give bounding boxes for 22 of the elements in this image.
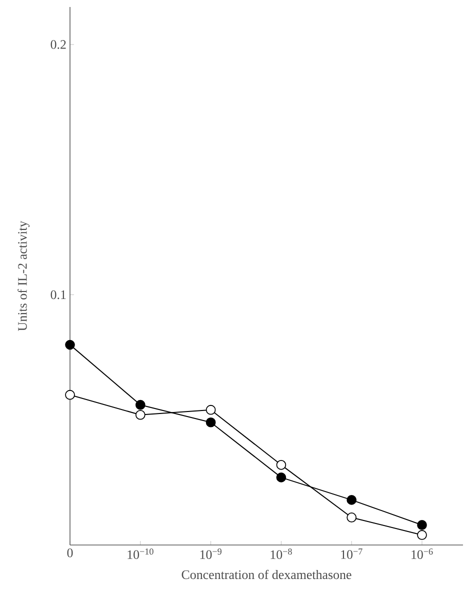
- x-tick-label: 10$^{−10}$: [128, 548, 154, 560]
- x-tick-label: 0: [67, 548, 73, 558]
- point: [417, 520, 427, 530]
- point: [65, 340, 75, 350]
- point: [417, 530, 427, 540]
- x-tick-label: 10$^{−8}$: [270, 548, 292, 560]
- x-tick-label: 10$^{−7}$: [341, 548, 362, 559]
- x-tick-label: 10$^{−9}$: [200, 548, 222, 559]
- y-axis-title: Units of IL-2 activity: [18, 220, 30, 331]
- x-axis-title: Concentration of dexamethasone: [182, 570, 352, 580]
- y-tick-label: 0.1: [50, 290, 66, 300]
- point: [206, 417, 216, 428]
- point: [206, 404, 216, 415]
- y-tick-label: 0.2: [50, 40, 66, 49]
- point: [346, 512, 357, 522]
- point: [276, 460, 286, 470]
- point: [346, 495, 357, 505]
- x-tick-label: 10$^{−6}$: [412, 548, 433, 559]
- point: [65, 390, 75, 400]
- point: [276, 472, 286, 482]
- point: [135, 400, 146, 410]
- point: [135, 410, 146, 420]
